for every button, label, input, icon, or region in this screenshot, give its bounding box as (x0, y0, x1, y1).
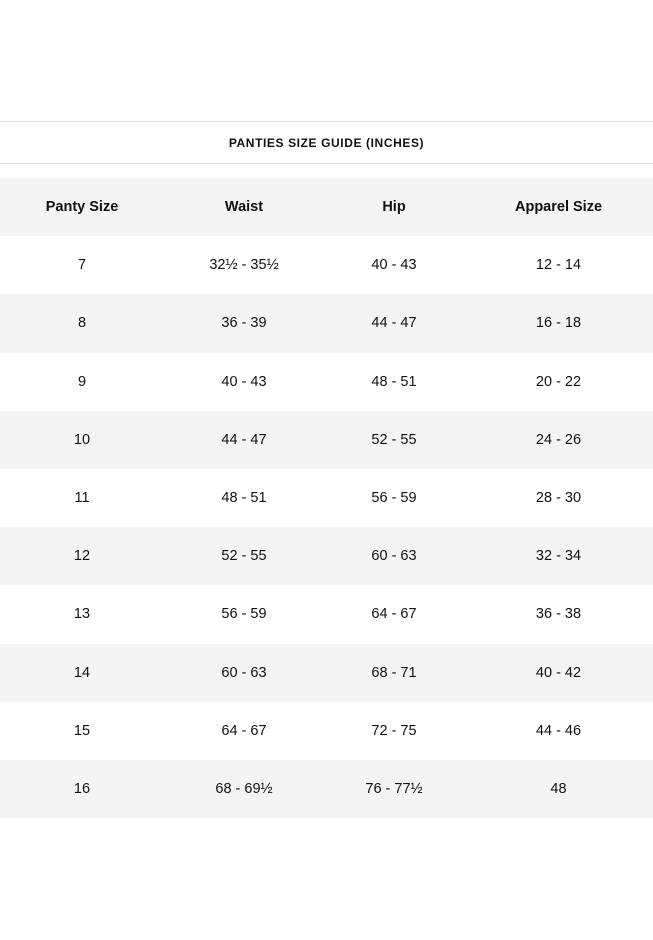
panty-size-cell: 11 (74, 490, 90, 507)
table-row: 13 56 - 59 64 - 67 36 - 38 (0, 585, 653, 643)
hip-cell: 44 - 47 (371, 315, 417, 332)
panty-size-cell: 14 (73, 664, 91, 681)
panty-size-cell: 8 (77, 315, 87, 332)
column-header-apparel-size: Apparel Size (514, 199, 603, 216)
size-guide-table: Panty Size Waist Hip Apparel Size 7 32½ -… (0, 178, 653, 819)
waist-cell: 48 - 51 (221, 490, 267, 507)
panty-size-cell: 16 (73, 780, 91, 797)
waist-cell: 60 - 63 (221, 664, 267, 681)
table-row: 16 68 - 69½ 76 - 77½ 48 (0, 759, 653, 819)
table-row: 8 36 - 39 44 - 47 16 - 18 (0, 294, 653, 353)
waist-cell: 52 - 55 (221, 548, 267, 565)
table-row: 15 64 - 67 72 - 75 44 - 46 (0, 702, 653, 760)
hip-cell: 60 - 63 (371, 548, 417, 565)
panty-size-cell: 10 (73, 431, 91, 448)
panty-size-cell: 12 (73, 548, 91, 565)
hip-cell: 68 - 71 (371, 664, 417, 681)
panty-size-cell: 15 (73, 722, 91, 739)
waist-cell: 68 - 69½ (215, 780, 273, 797)
hip-cell: 52 - 55 (371, 431, 417, 448)
table-row: 9 40 - 43 48 - 51 20 - 22 (0, 353, 653, 411)
apparel-size-cell: 28 - 30 (535, 490, 582, 507)
apparel-size-cell: 20 - 22 (535, 373, 582, 390)
apparel-size-cell: 40 - 42 (535, 664, 582, 681)
apparel-size-cell: 24 - 26 (535, 431, 582, 448)
hip-cell: 48 - 51 (371, 373, 417, 390)
waist-cell: 56 - 59 (221, 606, 267, 623)
waist-cell: 64 - 67 (221, 722, 267, 739)
apparel-size-cell: 48 (550, 780, 567, 797)
table-row: 12 52 - 55 60 - 63 32 - 34 (0, 527, 653, 586)
size-guide-title: PANTIES SIZE GUIDE (INCHES) (0, 121, 653, 164)
table-row: 11 48 - 51 56 - 59 28 - 30 (0, 469, 653, 527)
waist-cell: 44 - 47 (221, 431, 267, 448)
panty-size-cell: 9 (77, 373, 87, 390)
panty-size-cell: 7 (77, 257, 87, 274)
column-header-hip: Hip (382, 199, 406, 216)
hip-cell: 40 - 43 (371, 257, 417, 274)
apparel-size-cell: 32 - 34 (535, 548, 582, 565)
apparel-size-cell: 36 - 38 (535, 606, 582, 623)
table-header-row: Panty Size Waist Hip Apparel Size (0, 178, 653, 237)
waist-cell: 40 - 43 (221, 373, 267, 390)
table-row: 14 60 - 63 68 - 71 40 - 42 (0, 643, 653, 702)
column-header-panty-size: Panty Size (45, 199, 119, 216)
table-row: 10 44 - 47 52 - 55 24 - 26 (0, 410, 653, 469)
table-row: 7 32½ - 35½ 40 - 43 12 - 14 (0, 236, 653, 294)
column-header-waist: Waist (224, 199, 264, 216)
apparel-size-cell: 12 - 14 (535, 257, 582, 274)
apparel-size-cell: 44 - 46 (535, 722, 582, 739)
waist-cell: 32½ - 35½ (209, 257, 279, 274)
hip-cell: 72 - 75 (371, 722, 417, 739)
hip-cell: 76 - 77½ (365, 780, 423, 797)
hip-cell: 64 - 67 (371, 606, 417, 623)
panty-size-cell: 13 (73, 606, 91, 623)
hip-cell: 56 - 59 (371, 490, 417, 507)
apparel-size-cell: 16 - 18 (535, 315, 582, 332)
waist-cell: 36 - 39 (221, 315, 267, 332)
